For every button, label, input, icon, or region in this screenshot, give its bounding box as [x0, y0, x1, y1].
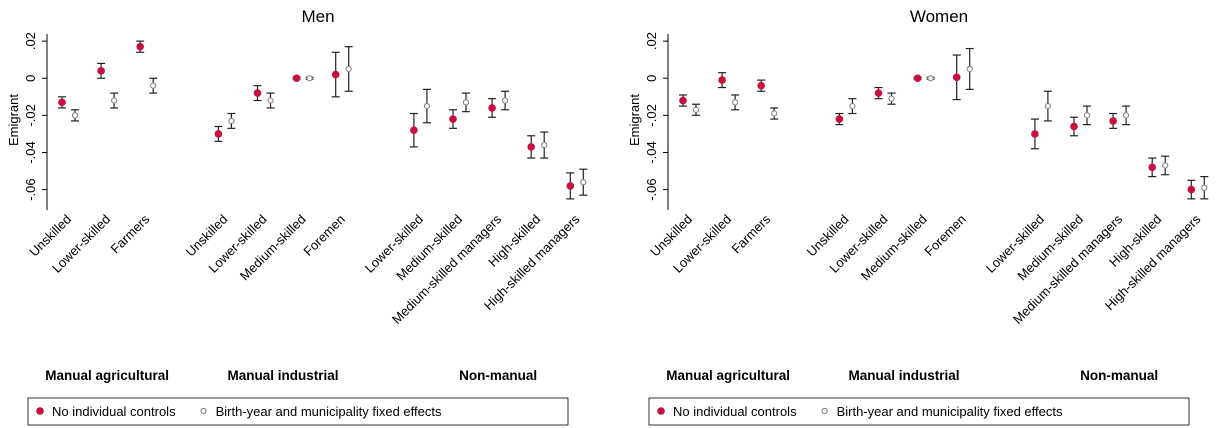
y-tick-label: .02: [644, 32, 659, 50]
point: [253, 89, 262, 97]
point: [732, 99, 739, 106]
point: [718, 76, 726, 84]
point: [462, 99, 470, 106]
point: [71, 112, 79, 119]
y-tick-label: -.02: [644, 104, 659, 126]
y-axis-label: Emigrant: [6, 94, 21, 146]
y-tick-label: .02: [23, 32, 38, 50]
group-label: Manual industrial: [228, 368, 339, 383]
x-tick-label: Foremen: [921, 212, 968, 259]
point: [580, 179, 587, 186]
legend-marker: [821, 407, 828, 415]
y-tick-label: -.06: [644, 178, 659, 200]
group-label: Manual agricultural: [666, 368, 790, 383]
point: [1109, 117, 1117, 125]
panel: WomenEmigrant.020-.02-.04-.06UnskilledLo…: [627, 7, 1209, 426]
point: [488, 104, 496, 112]
panel: MenEmigrant.020-.02-.04-.06UnskilledLowe…: [6, 7, 588, 426]
y-tick-label: -.06: [23, 178, 38, 200]
group-label: Manual agricultural: [45, 368, 169, 383]
point: [1070, 122, 1078, 131]
group-label: Non-manual: [1080, 368, 1158, 383]
point: [502, 97, 509, 104]
point: [306, 75, 313, 82]
point: [966, 65, 973, 73]
group-label: Non-manual: [459, 368, 537, 383]
point: [111, 97, 118, 104]
legend-marker: [657, 407, 665, 415]
point: [331, 70, 340, 79]
point: [150, 82, 157, 89]
point: [888, 95, 895, 102]
point: [267, 97, 274, 104]
point: [757, 81, 765, 90]
point: [1044, 102, 1051, 110]
point: [228, 117, 235, 125]
legend-box: [648, 397, 1190, 426]
point: [527, 143, 535, 151]
point: [449, 115, 457, 123]
x-tick-label: Farmers: [107, 211, 152, 256]
point: [1162, 162, 1169, 169]
y-tick-label: 0: [23, 75, 38, 82]
point: [1123, 112, 1130, 119]
point: [679, 96, 687, 105]
point: [410, 126, 418, 135]
legend-label: Birth-year and municipality fixed effect…: [216, 404, 442, 419]
legend-box: [27, 397, 569, 426]
y-tick-label: 0: [644, 75, 659, 82]
point: [1148, 163, 1156, 172]
chart-title: Men: [301, 7, 334, 26]
point: [927, 75, 934, 82]
point: [214, 130, 223, 138]
group-label: Manual industrial: [849, 368, 960, 383]
point: [771, 110, 778, 117]
y-tick-label: -.04: [644, 141, 659, 163]
legend-label: Birth-year and municipality fixed effect…: [837, 404, 1063, 419]
point: [566, 182, 575, 190]
x-tick-label: Farmers: [728, 211, 773, 256]
point: [874, 89, 883, 97]
point: [1187, 185, 1196, 194]
legend-label: No individual controls: [52, 404, 176, 419]
point: [136, 42, 144, 51]
point: [1201, 184, 1208, 191]
point: [541, 141, 548, 149]
point: [952, 73, 961, 82]
point: [692, 106, 700, 113]
legend-marker: [200, 407, 207, 415]
legend-marker: [36, 407, 44, 415]
y-axis-label: Emigrant: [627, 94, 642, 146]
point: [835, 115, 844, 123]
point: [292, 74, 301, 83]
point: [345, 65, 352, 73]
x-tick-label: Foremen: [300, 212, 347, 259]
y-tick-label: -.02: [23, 104, 38, 126]
y-tick-label: -.04: [23, 141, 38, 163]
point: [423, 102, 430, 110]
point: [913, 74, 922, 83]
point: [1031, 130, 1039, 138]
point: [849, 102, 856, 110]
point: [1083, 112, 1091, 119]
chart-title: Women: [910, 7, 968, 26]
point: [97, 67, 105, 75]
legend-label: No individual controls: [673, 404, 797, 419]
point: [58, 98, 66, 107]
